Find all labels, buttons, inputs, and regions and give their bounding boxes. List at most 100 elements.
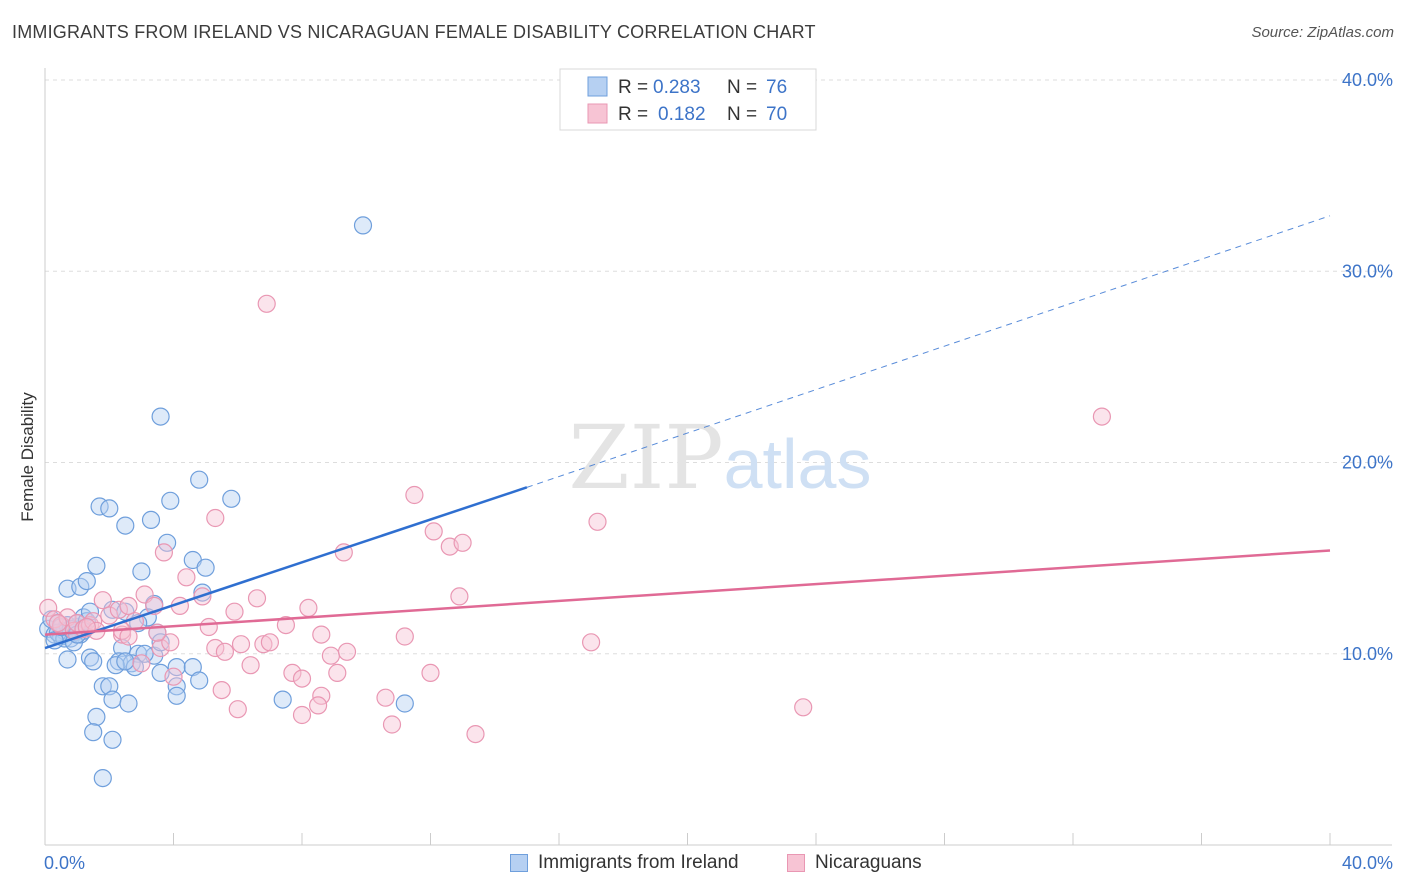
nicaragua-point <box>283 663 302 683</box>
ireland-point <box>132 562 151 581</box>
legend-n-value: 76 <box>766 77 787 98</box>
ireland-point <box>116 652 135 671</box>
nicaragua-point <box>225 602 244 621</box>
nicaragua-point <box>164 667 183 686</box>
nicaragua-point <box>254 635 273 654</box>
legend-n-label: N = <box>727 104 757 125</box>
ireland-point <box>103 730 122 749</box>
ireland-point <box>93 677 112 696</box>
ireland-point <box>80 602 100 621</box>
nicaragua-point <box>794 698 813 717</box>
nicaragua-point <box>109 600 129 619</box>
nicaragua-point <box>93 591 112 610</box>
nicaragua-point <box>424 522 443 541</box>
ireland-point <box>93 768 112 788</box>
legend-item-ireland[interactable]: Immigrants from Ireland <box>510 852 739 874</box>
x-tick-label: 40.0% <box>1342 853 1393 873</box>
ireland-point <box>100 677 119 696</box>
nicaragua-point <box>260 633 279 652</box>
nicaragua-point <box>309 696 328 715</box>
y-tick-label: 30.0% <box>1342 261 1393 281</box>
nicaragua-point <box>228 700 247 719</box>
legend-swatch-ireland <box>587 76 608 97</box>
legend-swatch-nicaragua <box>587 103 608 124</box>
nicaragua-point <box>241 656 260 675</box>
ireland-point <box>196 558 215 577</box>
legend-r-label: R = <box>618 77 648 98</box>
ireland-point <box>190 470 209 489</box>
nicaragua-point <box>450 587 469 606</box>
series-ireland-points <box>39 216 414 788</box>
legend-swatch-nicaragua <box>787 854 805 872</box>
legend-label-ireland: Immigrants from Ireland <box>538 852 739 873</box>
nicaragua-point <box>132 654 151 673</box>
ireland-point <box>151 407 170 426</box>
nicaragua-point <box>215 642 234 661</box>
nicaragua-point <box>231 635 251 654</box>
ireland-point <box>106 656 125 675</box>
ireland-point <box>77 571 96 591</box>
ireland-point <box>135 644 154 663</box>
nicaragua-point <box>421 663 440 683</box>
nicaragua-point <box>321 646 340 665</box>
stats-legend: R = 0.283 N = 76 R = 0.182 N = 70 <box>559 68 817 131</box>
grid-lines <box>45 79 1392 655</box>
nicaragua-point <box>292 669 312 688</box>
nicaragua-point <box>337 642 357 661</box>
watermark: ZIPatlas <box>569 406 872 509</box>
nicaragua-point <box>299 598 318 618</box>
nicaragua-point <box>119 596 138 616</box>
ireland-point <box>190 671 209 690</box>
legend-n-value: 70 <box>766 104 787 125</box>
ireland-point <box>100 499 119 518</box>
legend-r-value: 0.283 <box>653 77 701 98</box>
watermark-atlas: atlas <box>724 425 872 503</box>
ireland-point <box>161 491 180 510</box>
x-tick-labels: 0.0% 40.0% <box>44 853 1393 873</box>
nicaragua-point <box>466 724 485 744</box>
ireland-point <box>116 516 135 535</box>
ireland-point <box>119 694 138 713</box>
nicaragua-point <box>212 680 231 700</box>
legend-r-value: 0.182 <box>658 104 706 125</box>
ireland-point <box>167 686 186 705</box>
ireland-point <box>141 510 161 530</box>
nicaragua-point <box>161 633 180 652</box>
nicaragua-point <box>382 715 402 734</box>
ireland-point <box>167 657 186 677</box>
nicaragua-point <box>376 688 395 707</box>
nicaragua-point <box>48 613 68 633</box>
nicaragua-point <box>276 615 295 635</box>
nicaragua-point <box>154 543 173 562</box>
legend-r-label: R = <box>618 104 648 125</box>
ireland-point <box>103 690 122 709</box>
nicaragua-point <box>100 606 119 625</box>
ireland-point <box>222 489 241 508</box>
trend-lines <box>44 215 1331 650</box>
y-tick-labels: 10.0% 20.0% 30.0% 40.0% <box>1342 70 1393 664</box>
chart-source: Source: ZipAtlas.com <box>1251 24 1394 41</box>
legend-item-nicaragua[interactable]: Nicaraguans <box>787 852 922 874</box>
nicaragua-point <box>199 617 218 637</box>
nicaragua-point <box>206 638 225 658</box>
nicaragua-point <box>581 633 601 652</box>
ireland-point <box>84 652 103 671</box>
ireland-point <box>84 723 103 742</box>
watermark-zip: ZIP <box>569 406 724 509</box>
ireland-point <box>167 677 186 696</box>
chart-title: IMMIGRANTS FROM IRELAND VS NICARAGUAN FE… <box>12 22 816 42</box>
nicaragua-point <box>247 589 267 608</box>
legend-swatch-ireland <box>510 854 528 872</box>
nicaragua-point <box>151 638 170 658</box>
nicaragua-point <box>292 705 312 725</box>
x-tick-label: 0.0% <box>44 853 85 873</box>
nicaragua-point <box>177 568 196 587</box>
ireland-point <box>273 690 292 709</box>
nicaragua-point <box>405 485 424 505</box>
nicaragua-point <box>206 508 225 528</box>
nicaragua-point <box>328 663 347 683</box>
y-tick-label: 40.0% <box>1342 70 1393 90</box>
nicaragua-point <box>257 294 276 313</box>
ireland-point <box>395 694 414 713</box>
